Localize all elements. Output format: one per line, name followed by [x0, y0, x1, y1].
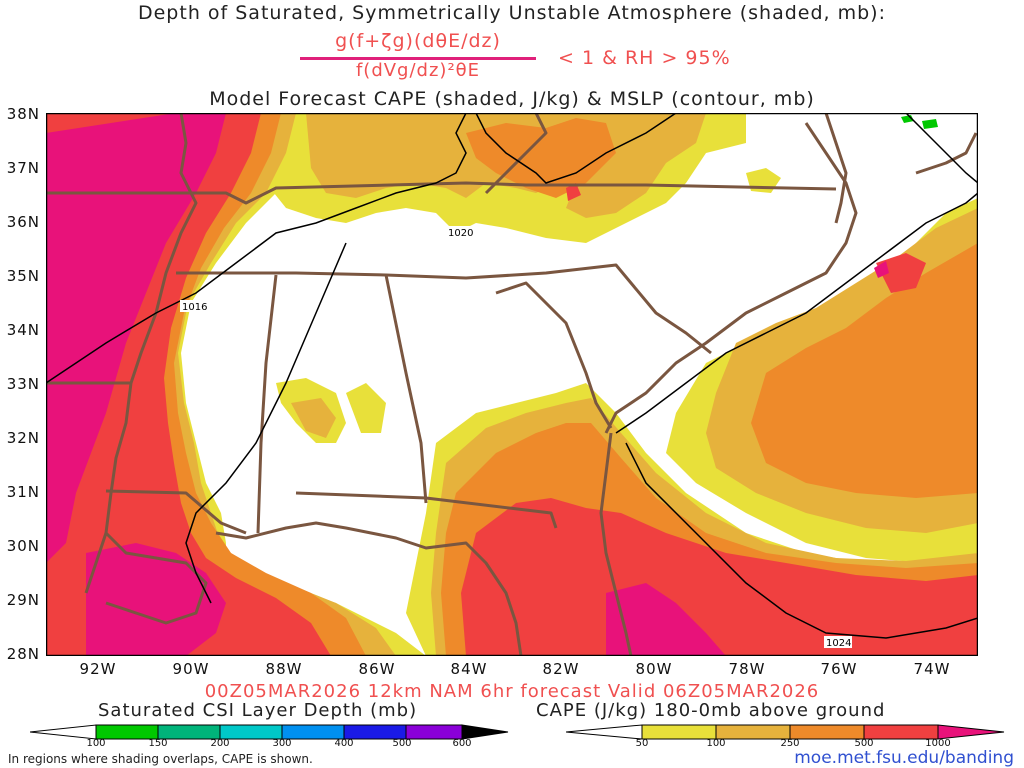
isobar-1016-south [185, 242, 347, 604]
lat-label-30n: 30N [6, 537, 40, 555]
csi-tick-100: 100 [86, 738, 106, 749]
isobar-east [615, 192, 978, 434]
lon-label-90w: 90W [172, 660, 210, 678]
cape-bar-500 [863, 724, 939, 740]
lat-label-36n: 36N [6, 213, 40, 231]
csi-bar-150 [157, 724, 221, 740]
overlap-note: In regions where shading overlaps, CAPE … [8, 752, 313, 766]
cape-bar-250 [789, 724, 865, 740]
lat-label-35n: 35N [6, 267, 40, 285]
cape-colorbar [566, 724, 1005, 740]
forecast-map: 1020 1016 1024 [46, 113, 978, 656]
isobar-1024 [625, 442, 978, 639]
csi-tick-600: 600 [452, 738, 472, 749]
fraction-bar [300, 57, 536, 60]
lon-label-80w: 80W [635, 660, 673, 678]
lon-label-88w: 88W [265, 660, 303, 678]
lon-label-92w: 92W [79, 660, 117, 678]
isobars [46, 113, 978, 639]
cape-tick-500: 500 [854, 738, 874, 749]
csi-bar-200 [219, 724, 283, 740]
cape-bar-above [937, 724, 1005, 740]
lat-label-28n: 28N [6, 645, 40, 663]
isobar-label-1016: 1016 [182, 302, 207, 313]
cape-bar-below [566, 724, 643, 740]
isobar-se [905, 113, 978, 184]
csi-bar-500 [405, 724, 463, 740]
csi-bar-300 [281, 724, 345, 740]
isobar-label-1024: 1024 [826, 638, 851, 649]
state-borders [46, 113, 978, 656]
title-line-2: Model Forecast CAPE (shaded, J/kg) & MSL… [209, 88, 815, 110]
lat-label-38n: 38N [6, 105, 40, 123]
title-line-1: Depth of Saturated, Symmetrically Unstab… [137, 2, 886, 24]
csi-tick-200: 200 [210, 738, 230, 749]
lat-label-33n: 33N [6, 375, 40, 393]
csi-tick-300: 300 [272, 738, 292, 749]
csi-tick-400: 400 [334, 738, 354, 749]
source-url[interactable]: moe.met.fsu.edu/banding [794, 748, 1014, 768]
lat-label-32n: 32N [6, 429, 40, 447]
valid-time-line: 00Z05MAR2026 12km NAM 6hr forecast Valid… [204, 681, 820, 702]
cape-tick-100: 100 [706, 738, 726, 749]
lat-label-31n: 31N [6, 483, 40, 501]
cape-tick-250: 250 [780, 738, 800, 749]
cape-tick-1000: 1000 [925, 738, 951, 749]
lon-label-76w: 76W [820, 660, 858, 678]
csi-bar-above [461, 724, 509, 740]
lon-label-86w: 86W [358, 660, 396, 678]
lat-label-37n: 37N [6, 159, 40, 177]
isobar-1016 [46, 113, 467, 384]
lon-label-74w: 74W [913, 660, 951, 678]
csi-colorbar [30, 724, 509, 740]
csi-tick-150: 150 [148, 738, 168, 749]
csi-bar-100 [95, 724, 159, 740]
lat-label-34n: 34N [6, 321, 40, 339]
isobar-label-1020: 1020 [448, 228, 473, 239]
lon-label-82w: 82W [542, 660, 580, 678]
csi-tick-500: 500 [392, 738, 412, 749]
cape-bar-100 [715, 724, 791, 740]
fraction-numerator: g(f+ζg)(dθE/dz) [335, 30, 501, 52]
map-frame [46, 113, 978, 656]
cape-tick-50: 50 [635, 738, 649, 749]
isobar-labels: 1020 1016 1024 [180, 226, 852, 649]
condition-text: < 1 & RH > 95% [558, 47, 731, 69]
lon-label-84w: 84W [450, 660, 488, 678]
cape-bar-50 [641, 724, 717, 740]
cape-legend-title: CAPE (J/kg) 180-0mb above ground [536, 700, 886, 721]
csi-legend-title: Saturated CSI Layer Depth (mb) [98, 700, 418, 721]
cape-1000-shading [46, 113, 889, 656]
lon-label-78w: 78W [728, 660, 766, 678]
lat-label-29n: 29N [6, 591, 40, 609]
fraction-denominator: f(dVg/dz)²θE [355, 60, 481, 81]
isobar-1020 [475, 113, 677, 184]
csi-bar-below [30, 724, 97, 740]
csi-bar-400 [343, 724, 407, 740]
